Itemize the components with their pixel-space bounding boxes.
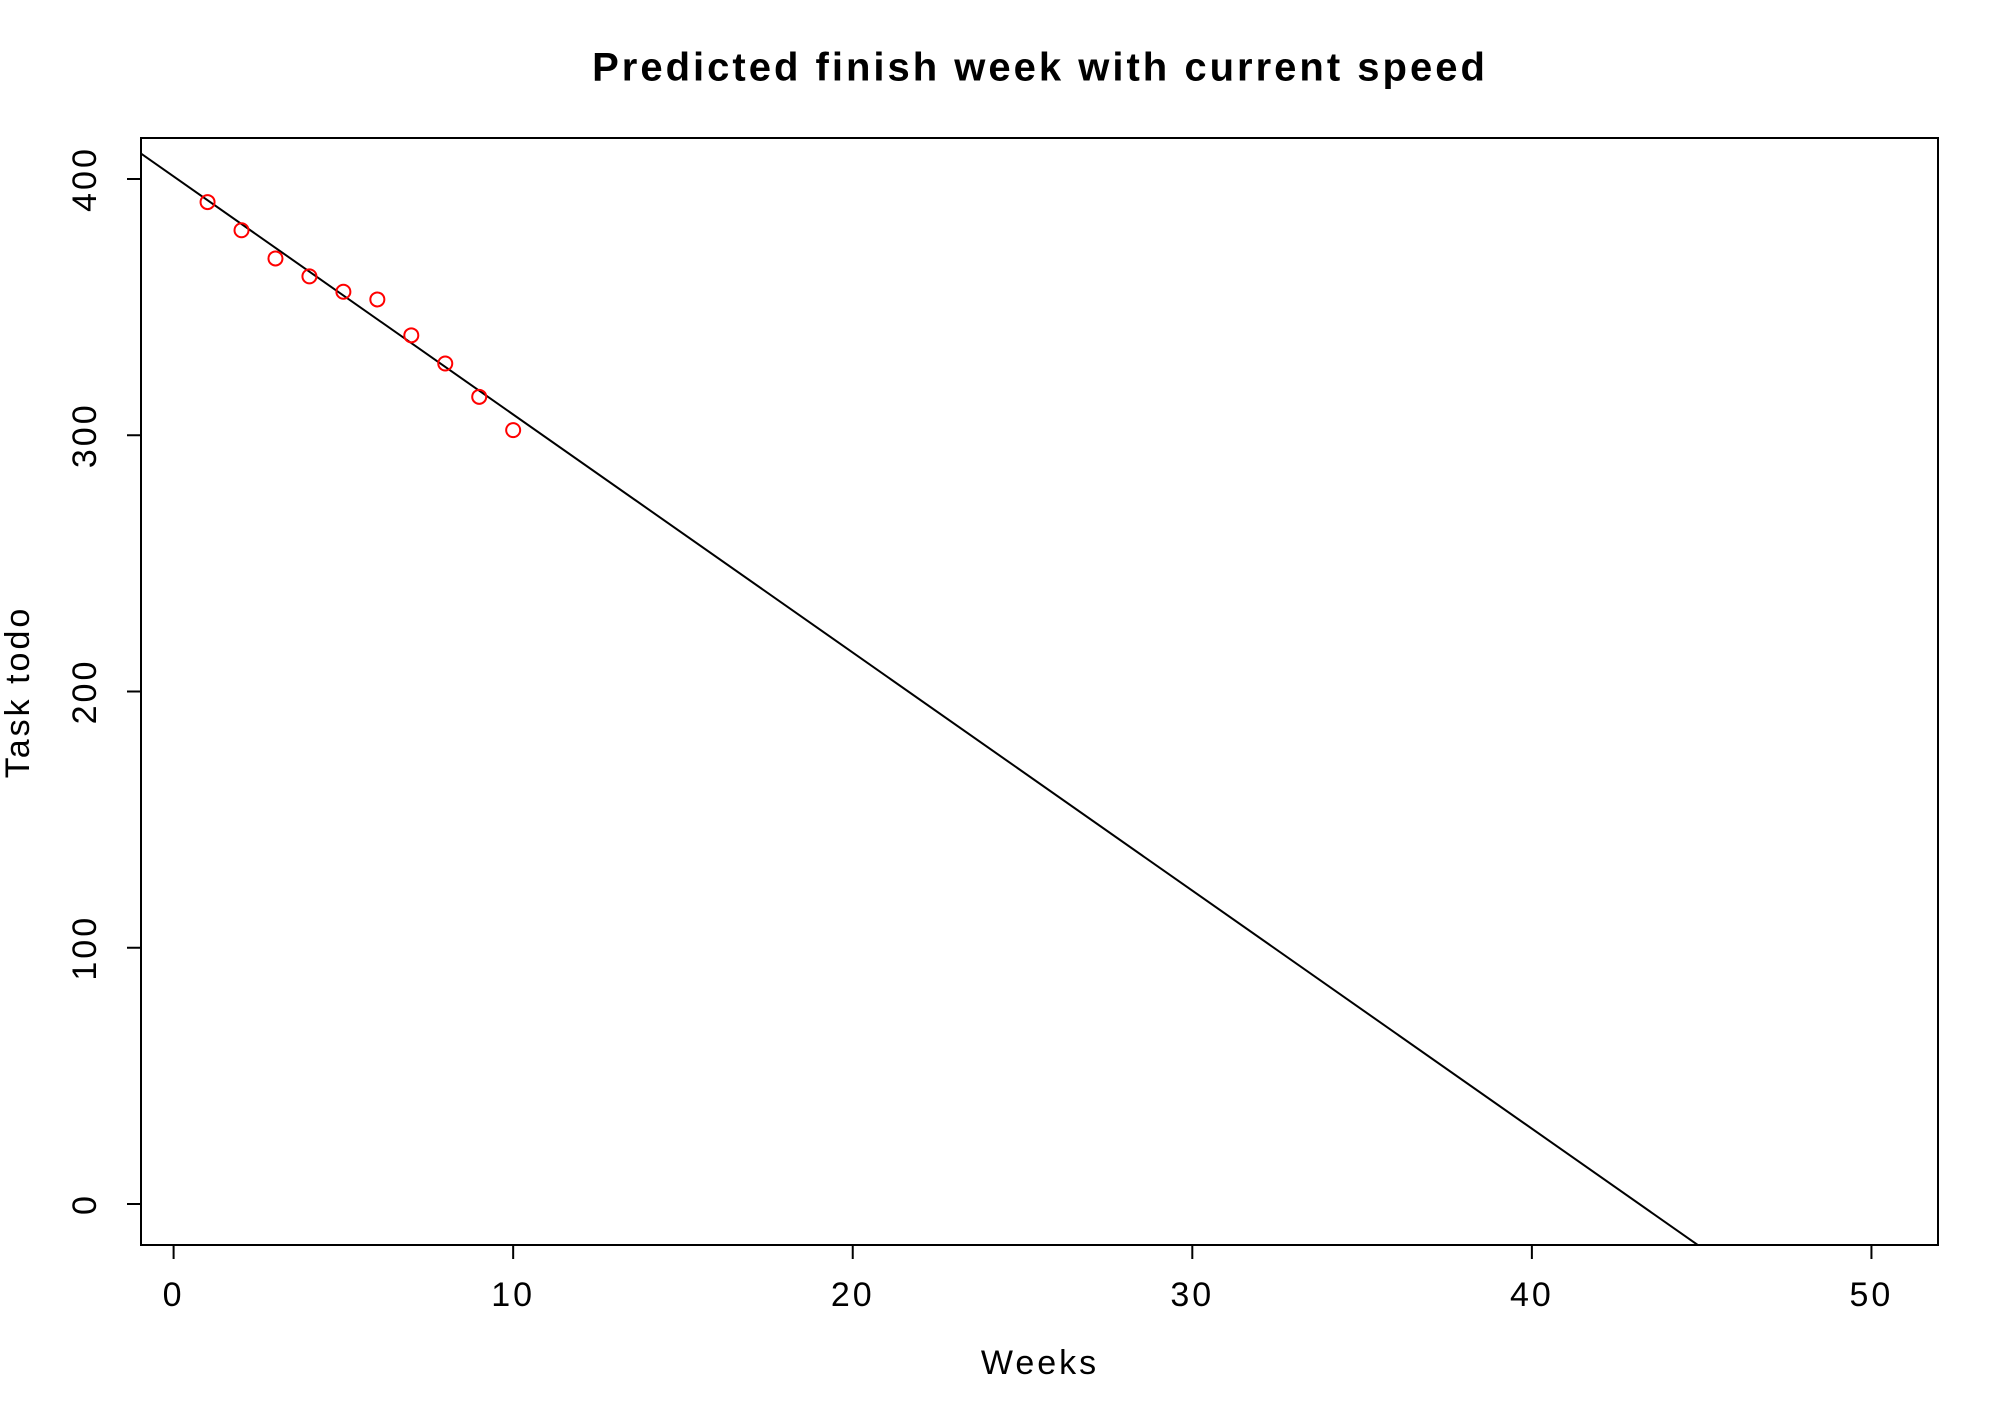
- x-tick-label: 50: [1850, 1276, 1894, 1314]
- point: [403, 327, 420, 344]
- point: [471, 388, 488, 405]
- y-tick-label: 0: [66, 1193, 104, 1215]
- point: [335, 283, 352, 300]
- point: [505, 422, 522, 439]
- point: [199, 194, 216, 211]
- point: [267, 250, 284, 267]
- fit-line-group: [141, 152, 1700, 1245]
- x-tick-label: 40: [1510, 1276, 1554, 1314]
- y-tick-label: 300: [66, 402, 104, 468]
- y-tick-label: 400: [66, 146, 104, 212]
- x-tick-label: 20: [831, 1276, 875, 1314]
- point: [369, 291, 386, 308]
- x-tick-label: 30: [1170, 1276, 1214, 1314]
- x-tick-label: 0: [163, 1276, 185, 1314]
- x-tick-label: 10: [491, 1276, 535, 1314]
- y-tick-label: 100: [66, 915, 104, 981]
- x-axis-label: Weeks: [981, 1344, 1099, 1382]
- fit-line: [141, 152, 1700, 1245]
- point: [233, 222, 250, 239]
- y-tick-label: 200: [66, 659, 104, 725]
- point: [437, 355, 454, 372]
- point: [301, 268, 318, 285]
- plot-area: [141, 152, 1700, 1245]
- y-axis-label: Task todo: [0, 606, 37, 779]
- chart-title: Predicted finish week with current speed: [592, 46, 1488, 90]
